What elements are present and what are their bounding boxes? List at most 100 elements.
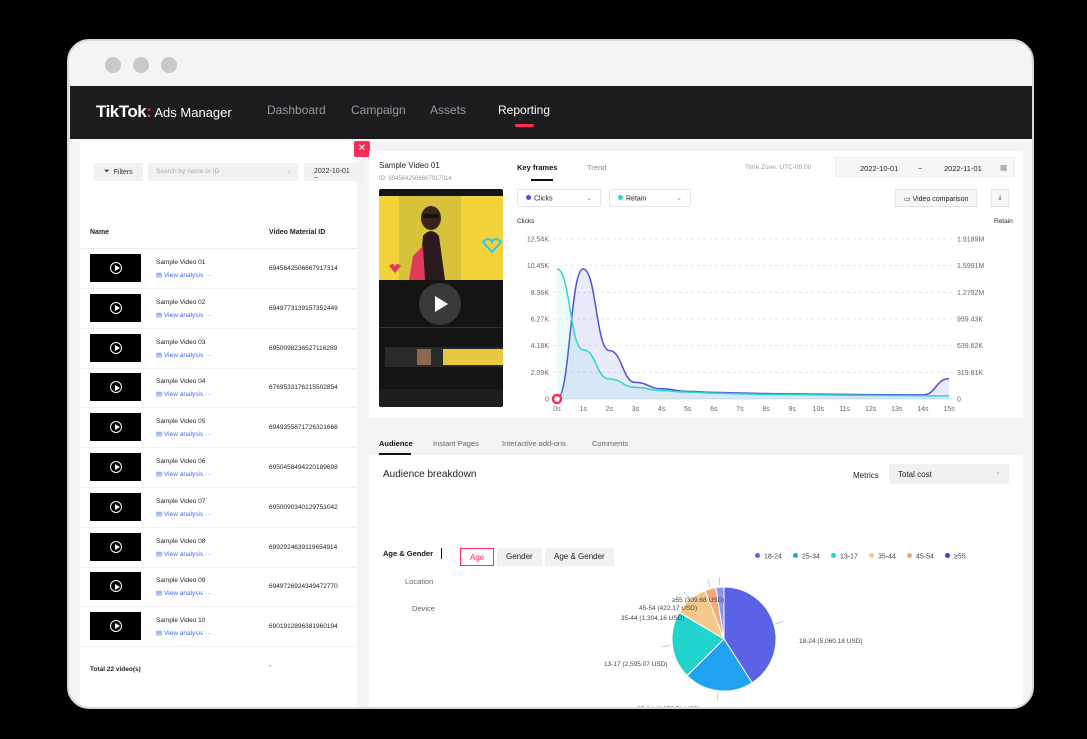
tab-trend[interactable]: Trend: [587, 163, 607, 172]
x-tick: 12s: [865, 406, 877, 413]
video-preview[interactable]: [379, 189, 503, 407]
view-analysis-link[interactable]: ▤ View analysis ···: [156, 351, 212, 359]
pie-leader-line: [716, 692, 719, 701]
video-thumbnail[interactable]: [90, 572, 141, 601]
video-name: Sample Video 02: [156, 298, 206, 306]
video-name: Sample Video 05: [156, 418, 206, 426]
table-row[interactable]: Sample Video 05 ▤ View analysis ··· 694935…: [80, 408, 357, 449]
date-filter[interactable]: 2022-10-01 ~: [304, 163, 364, 182]
video-thumbnail[interactable]: [90, 453, 141, 481]
video-name: Sample Video 10: [156, 617, 206, 625]
logo[interactable]: TikTok: Ads Manager: [96, 102, 232, 121]
pie-leader-line: [707, 579, 711, 587]
download-icon[interactable]: ⤓: [991, 189, 1009, 207]
video-material-id: 6950098236527116289: [269, 344, 338, 352]
nav-campaign[interactable]: Campaign: [351, 103, 406, 117]
chart-icon: ▤: [156, 311, 164, 319]
audience-pie-chart[interactable]: [599, 575, 849, 705]
nav-assets[interactable]: Assets: [430, 103, 467, 117]
more-icon: ···: [205, 510, 212, 518]
table-row[interactable]: Sample Video 09 ▤ View analysis ··· 694972…: [80, 567, 357, 608]
tab-instant-pages[interactable]: Instant Pages: [433, 439, 479, 448]
segment-age-gender[interactable]: Age & Gender: [545, 548, 614, 566]
legend-item[interactable]: 18-24: [755, 553, 782, 561]
table-row[interactable]: Sample Video 10 ▤ View analysis ··· 690191…: [80, 607, 357, 648]
table-row[interactable]: Sample Video 03 ▤ View analysis ··· 695009…: [80, 329, 357, 369]
video-material-id: 6949726924349472770: [269, 583, 338, 591]
play-icon: [110, 262, 122, 274]
video-thumbnail[interactable]: [90, 413, 141, 442]
window-dot[interactable]: [161, 57, 177, 73]
nav-dashboard[interactable]: Dashboard: [267, 103, 326, 117]
view-analysis-link[interactable]: ▤ View analysis ···: [156, 272, 212, 279]
side-age-gender[interactable]: Age & Gender: [383, 549, 434, 558]
audience-tabs: Audience Instant Pages Interactive add-o…: [369, 433, 1023, 455]
view-analysis-link[interactable]: ▤ View analysis ···: [156, 311, 212, 319]
tab-comments[interactable]: Comments: [592, 439, 629, 448]
segment-age[interactable]: Age: [460, 548, 495, 566]
view-analysis-link[interactable]: ▤ View analysis ···: [156, 590, 212, 598]
view-analysis-link[interactable]: ▤ View analysis ···: [156, 510, 212, 518]
y-left-tick: 2.09K: [531, 370, 550, 377]
video-analysis-card: Sample Video 01 ID: 6945642506667917314: [369, 151, 1023, 418]
window-dot[interactable]: [105, 57, 121, 73]
segment-gender[interactable]: Gender: [497, 548, 542, 566]
y-right-tick: 959.43K: [957, 317, 983, 324]
legend-item[interactable]: 35-44: [869, 553, 896, 561]
editor-toolbar[interactable]: [379, 389, 503, 407]
pie-label: 35-44 (1,304.16 USD): [621, 615, 685, 622]
view-analysis-link[interactable]: ▤ View analysis ···: [156, 431, 212, 439]
video-thumbnail[interactable]: [90, 333, 141, 362]
view-analysis-link[interactable]: ▤ View analysis ···: [156, 630, 212, 638]
close-icon[interactable]: ✕: [354, 141, 370, 157]
window-dot[interactable]: [133, 57, 149, 73]
y-left-tick: 10.45K: [527, 263, 550, 270]
legend-item[interactable]: 13-17: [831, 553, 858, 561]
video-thumbnail[interactable]: [90, 612, 141, 641]
video-frame-art: [389, 196, 503, 280]
view-analysis-link[interactable]: ▤ View analysis ···: [156, 391, 212, 399]
table-row[interactable]: Sample Video 08 ▤ View analysis ··· 699292…: [80, 528, 357, 568]
chevron-down-icon: ⌄: [676, 195, 682, 202]
metric-left-select[interactable]: Clicks ⌄: [517, 189, 601, 207]
keyframe-line-chart[interactable]: 12.54K 1.9189M 10.45K 1.5991M 8.36K 1.2792M 6.…: [509, 231, 1019, 421]
y-axis-left-label: Clicks: [517, 218, 535, 225]
video-thumbnail[interactable]: [90, 492, 141, 521]
side-device[interactable]: Device: [412, 604, 435, 613]
timeline-strip[interactable]: [385, 347, 503, 367]
video-name: Sample Video 06: [156, 458, 206, 465]
table-row[interactable]: Sample Video 06 ▤ View analysis ··· 695045…: [80, 448, 357, 488]
metric-right-select[interactable]: Retain ⌄: [609, 189, 691, 207]
table-row[interactable]: Sample Video 02 ▤ View analysis ··· 694977…: [80, 289, 357, 329]
video-thumbnail[interactable]: [90, 532, 141, 561]
video-thumbnail[interactable]: [90, 293, 141, 322]
video-thumbnail[interactable]: [90, 373, 141, 402]
nav-reporting[interactable]: Reporting: [498, 103, 551, 117]
y-axis-right-label: Retain: [994, 218, 1013, 225]
legend-item[interactable]: 25-34: [793, 553, 820, 561]
table-row[interactable]: Sample Video 01 ▤ View analysis ··· 694564…: [80, 249, 357, 289]
video-comparison-button[interactable]: ▭ Video comparison: [895, 189, 978, 207]
legend-item[interactable]: ≥55: [945, 553, 966, 561]
date-range-picker[interactable]: 2022-10-01 ~ 2022-11-01 ▦: [835, 157, 1015, 177]
y-right-tick: 0: [957, 397, 961, 404]
tab-audience[interactable]: Audience: [379, 439, 413, 448]
search-input[interactable]: Search by name or ID ⌕: [148, 163, 298, 181]
tab-interactive-addons[interactable]: Interactive add-ons: [502, 439, 566, 448]
table-row[interactable]: Sample Video 07 ▤ View analysis ··· 695009…: [80, 488, 357, 528]
view-analysis-link[interactable]: ▤ View analysis ···: [156, 471, 212, 478]
calendar-icon: ▦: [1000, 163, 1008, 172]
table-row[interactable]: Sample Video 04 ▤ View analysis ··· 676953…: [80, 368, 357, 409]
video-thumbnail[interactable]: [90, 254, 141, 282]
filters-button[interactable]: ⏷ Filters: [94, 163, 143, 181]
play-button[interactable]: [419, 283, 461, 325]
side-location[interactable]: Location: [405, 577, 434, 586]
legend-item[interactable]: 45-54: [907, 553, 934, 561]
audience-card: Audience Instant Pages Interactive add-o…: [369, 433, 1023, 707]
chart-icon: ▤: [156, 590, 164, 598]
pie-leader-line: [683, 591, 690, 598]
tab-key-frames[interactable]: Key frames: [517, 163, 558, 172]
view-analysis-link[interactable]: ▤ View analysis ···: [156, 550, 212, 558]
metrics-select[interactable]: Total cost ⌄: [889, 464, 1009, 484]
chart-icon: ▤: [156, 471, 164, 478]
